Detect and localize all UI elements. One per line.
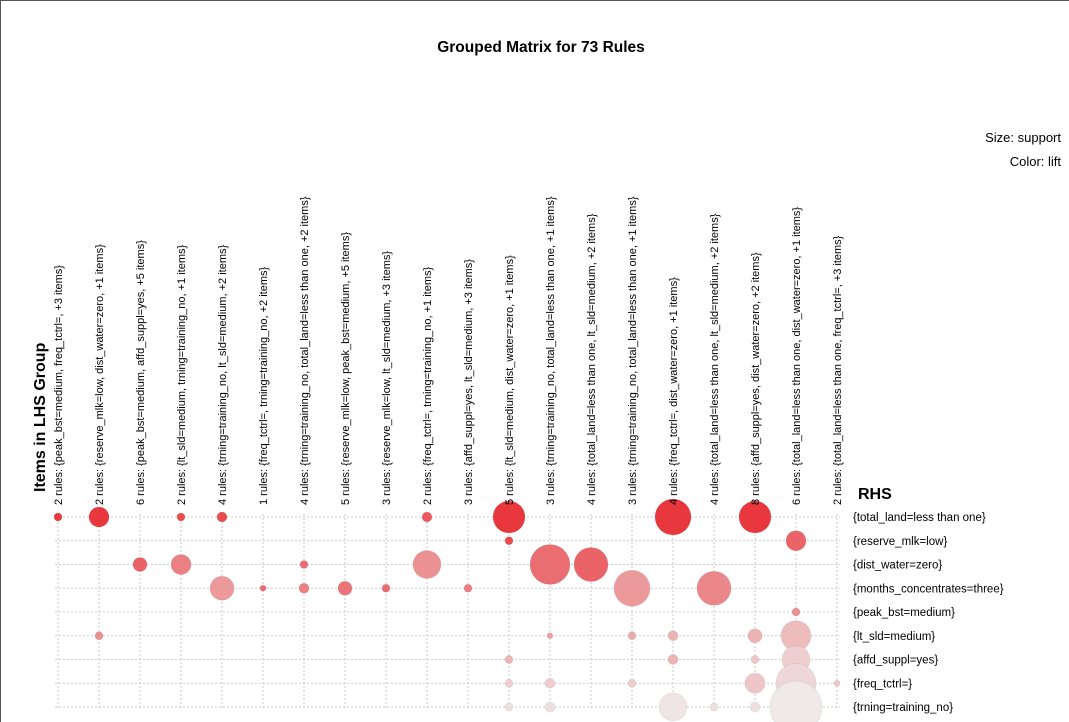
column-label: 2 rules: {peak_bst=medium, freq_tctrl=, … bbox=[53, 265, 65, 505]
bubble bbox=[259, 584, 267, 592]
column-label: 1 rules: {freq_tctrl=, trning=training_n… bbox=[258, 267, 270, 505]
bubble bbox=[381, 583, 391, 593]
bubble bbox=[769, 680, 823, 722]
color-legend: Color: lift bbox=[1010, 154, 1062, 169]
bubble bbox=[544, 701, 556, 713]
column-label: 3 rules: {reserve_mlk=low, lt_sld=medium… bbox=[381, 251, 393, 505]
bubble bbox=[504, 702, 514, 712]
bubble bbox=[504, 655, 514, 664]
row-label: {freq_tctrl=} bbox=[853, 678, 912, 690]
bubble bbox=[529, 544, 571, 585]
column-label: 2 rules: {reserve_mlk=low, dist_water=ze… bbox=[94, 244, 106, 505]
bubble bbox=[88, 506, 110, 528]
bubble bbox=[658, 692, 688, 722]
bubble bbox=[627, 631, 637, 641]
bubble bbox=[412, 550, 442, 579]
labels: 2 rules: {peak_bst=medium, freq_tctrl=, … bbox=[53, 196, 1004, 714]
bubble bbox=[170, 554, 192, 575]
row-label: {affd_suppl=yes} bbox=[853, 655, 938, 667]
bubble bbox=[627, 678, 637, 688]
column-label: 6 rules: {total_land=less than one, dist… bbox=[791, 207, 803, 505]
row-label: {total_land=less than one} bbox=[853, 512, 986, 524]
bubbles bbox=[53, 498, 841, 722]
column-label: 2 rules: {total_land=less than one, freq… bbox=[832, 235, 844, 505]
bubble bbox=[667, 630, 679, 642]
bubble bbox=[53, 512, 63, 522]
row-label: {lt_sld=medium} bbox=[853, 631, 935, 643]
bubble bbox=[738, 500, 772, 534]
bubble bbox=[546, 632, 554, 640]
column-label: 5 rules: {lt_sld=medium, dist_water=zero… bbox=[504, 255, 516, 505]
column-label: 2 rules: {freq_tctrl=, trning=training_n… bbox=[422, 267, 434, 505]
column-label: 4 rules: {trning=training_no, total_land… bbox=[299, 196, 311, 505]
bubble bbox=[504, 536, 514, 546]
column-label: 5 rules: {reserve_mlk=low, peak_bst=medi… bbox=[340, 232, 352, 505]
bubble bbox=[504, 678, 514, 688]
row-label: {reserve_mlk=low} bbox=[853, 536, 947, 548]
bubble bbox=[94, 631, 104, 641]
row-label: {months_concentrates=three} bbox=[853, 583, 1004, 595]
column-label: 2 rules: {lt_sld=medium, trning=training… bbox=[176, 244, 188, 505]
rhs-label: RHS bbox=[858, 486, 892, 503]
row-label: {dist_water=zero} bbox=[853, 560, 942, 572]
bubble bbox=[749, 701, 761, 713]
bubble bbox=[709, 702, 719, 712]
bubble bbox=[613, 569, 651, 607]
row-label: {peak_bst=medium} bbox=[853, 607, 955, 619]
column-label: 6 rules: {peak_bst=medium, affd_suppl=ye… bbox=[135, 240, 147, 505]
bubble bbox=[544, 677, 556, 689]
column-label: 3 rules: {trning=training_no, total_land… bbox=[627, 196, 639, 505]
bubble bbox=[337, 580, 353, 596]
bubble bbox=[492, 500, 526, 534]
bubble bbox=[176, 512, 186, 522]
column-label: 3 rules: {trning=training_no, total_land… bbox=[545, 196, 557, 505]
bubble bbox=[132, 556, 148, 573]
bubble bbox=[696, 570, 732, 606]
row-label: {trning=training_no} bbox=[853, 702, 953, 714]
bubble bbox=[299, 560, 309, 569]
column-label: 4 rules: {total_land=less than one, lt_s… bbox=[709, 213, 721, 505]
bubble bbox=[573, 546, 609, 583]
bubble bbox=[667, 653, 679, 666]
y-axis-label: Items in LHS Group bbox=[32, 342, 49, 492]
bubble bbox=[750, 655, 760, 664]
bubble bbox=[744, 672, 766, 694]
chart-title: Grouped Matrix for 73 Rules bbox=[437, 39, 645, 56]
bubble bbox=[463, 583, 473, 593]
column-label: 4 rules: {trning=training_no, lt_sld=med… bbox=[217, 244, 229, 505]
bubble bbox=[785, 530, 807, 552]
bubble bbox=[216, 511, 228, 523]
bubble bbox=[833, 679, 841, 687]
column-label: 8 rules: {affd_suppl=yes, dist_water=zer… bbox=[750, 252, 762, 505]
bubble bbox=[421, 511, 433, 523]
bubble bbox=[791, 607, 801, 617]
column-label: 4 rules: {freq_tctrl=, dist_water=zero, … bbox=[668, 277, 680, 505]
grid bbox=[55, 514, 840, 710]
bubble bbox=[654, 498, 692, 536]
bubble bbox=[747, 628, 763, 644]
column-label: 3 rules: {affd_suppl=yes, lt_sld=medium,… bbox=[463, 259, 475, 505]
bubble bbox=[298, 582, 310, 594]
size-legend: Size: support bbox=[985, 130, 1061, 145]
column-label: 4 rules: {total_land=less than one, lt_s… bbox=[586, 213, 598, 505]
bubble bbox=[209, 575, 235, 601]
